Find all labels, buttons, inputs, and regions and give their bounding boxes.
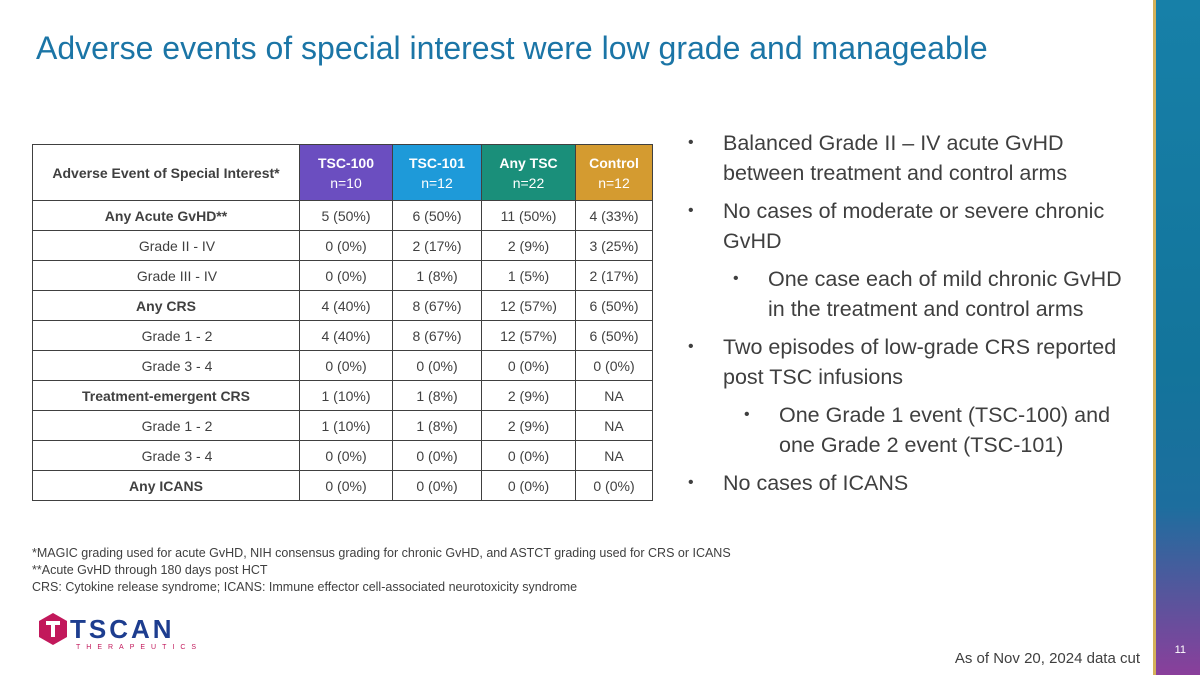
footnotes: *MAGIC grading used for acute GvHD, NIH … (32, 545, 731, 596)
cell-tsc100: 0 (0%) (299, 260, 393, 291)
cell-any-tsc: 12 (57%) (481, 290, 576, 321)
bullet-item: • Balanced Grade II – IV acute GvHD betwe… (688, 128, 1128, 188)
cell-tsc100: 0 (0%) (299, 470, 393, 501)
cell-tsc101: 8 (67%) (392, 320, 482, 351)
cell-tsc101: 0 (0%) (392, 440, 482, 471)
cell-tsc100: 0 (0%) (299, 350, 393, 381)
cell-tsc100: 5 (50%) (299, 200, 393, 231)
cell-control: 0 (0%) (575, 350, 653, 381)
cell-control: 2 (17%) (575, 260, 653, 291)
logo-wordmark: TSCAN (70, 614, 175, 644)
bullet-item: • No cases of ICANS (688, 468, 1128, 498)
cell-tsc100: 4 (40%) (299, 320, 393, 351)
row-label: Grade III - IV (32, 260, 300, 291)
cell-tsc100: 0 (0%) (299, 440, 393, 471)
cell-tsc101: 1 (8%) (392, 380, 482, 411)
cell-control: 3 (25%) (575, 230, 653, 261)
cell-any-tsc: 2 (9%) (481, 410, 576, 441)
cell-tsc101: 0 (0%) (392, 350, 482, 381)
cell-control: NA (575, 440, 653, 471)
table-row: Any Acute GvHD** 5 (50%) 6 (50%) 11 (50%… (32, 200, 653, 231)
cell-tsc101: 1 (8%) (392, 410, 482, 441)
cell-tsc100: 1 (10%) (299, 410, 393, 441)
row-label: Grade 1 - 2 (32, 410, 300, 441)
cell-any-tsc: 12 (57%) (481, 320, 576, 351)
cell-any-tsc: 0 (0%) (481, 440, 576, 471)
table-row: Grade 3 - 4 0 (0%) 0 (0%) 0 (0%) 0 (0%) (32, 350, 653, 381)
accent-stripe (1153, 0, 1156, 675)
footnote: **Acute GvHD through 180 days post HCT (32, 563, 268, 577)
footnote: CRS: Cytokine release syndrome; ICANS: I… (32, 580, 578, 594)
table-row: Grade 3 - 4 0 (0%) 0 (0%) 0 (0%) NA (32, 440, 653, 471)
cell-any-tsc: 0 (0%) (481, 470, 576, 501)
cell-any-tsc: 11 (50%) (481, 200, 576, 231)
table-row: Treatment-emergent CRS 1 (10%) 1 (8%) 2 … (32, 380, 653, 411)
logo-tagline: THERAPEUTICS (76, 644, 203, 651)
cell-tsc101: 1 (8%) (392, 260, 482, 291)
tscan-logo: TSCAN THERAPEUTICS (36, 612, 196, 656)
header-control: Control n=12 (575, 144, 653, 201)
row-label: Grade 3 - 4 (32, 350, 300, 381)
adverse-events-table: Adverse Event of Special Interest* TSC-1… (32, 144, 653, 501)
row-label: Grade 1 - 2 (32, 320, 300, 351)
bullet-dot-icon: • (688, 202, 694, 219)
cell-tsc101: 2 (17%) (392, 230, 482, 261)
hexagon-logo-icon (39, 613, 67, 645)
cell-tsc100: 1 (10%) (299, 380, 393, 411)
row-label: Any ICANS (32, 470, 300, 501)
bullet-dot-icon: • (744, 406, 750, 423)
cell-tsc101: 0 (0%) (392, 470, 482, 501)
side-accent-bar (1156, 0, 1200, 675)
row-label: Treatment-emergent CRS (32, 380, 300, 411)
bullet-item: • Two episodes of low-grade CRS reported … (688, 332, 1128, 392)
table-row: Grade III - IV 0 (0%) 1 (8%) 1 (5%) 2 (1… (32, 260, 653, 291)
cell-any-tsc: 1 (5%) (481, 260, 576, 291)
sub-bullet-item: • One Grade 1 event (TSC-100) and one Gra… (744, 400, 1128, 460)
slide-title: Adverse events of special interest were … (36, 30, 988, 66)
table-row: Grade 1 - 2 1 (10%) 1 (8%) 2 (9%) NA (32, 410, 653, 441)
header-event: Adverse Event of Special Interest* (32, 144, 300, 201)
header-tsc101: TSC-101 n=12 (392, 144, 482, 201)
cell-control: NA (575, 410, 653, 441)
bullet-dot-icon: • (688, 338, 694, 355)
cell-tsc100: 4 (40%) (299, 290, 393, 321)
cell-tsc101: 8 (67%) (392, 290, 482, 321)
footnote: *MAGIC grading used for acute GvHD, NIH … (32, 546, 731, 560)
key-points-list: • Balanced Grade II – IV acute GvHD betwe… (688, 128, 1128, 506)
cell-control: 0 (0%) (575, 470, 653, 501)
cell-control: 6 (50%) (575, 320, 653, 351)
row-label: Grade II - IV (32, 230, 300, 261)
cell-control: 4 (33%) (575, 200, 653, 231)
table-header-row: Adverse Event of Special Interest* TSC-1… (32, 144, 653, 201)
table-row: Any CRS 4 (40%) 8 (67%) 12 (57%) 6 (50%) (32, 290, 653, 321)
cell-any-tsc: 2 (9%) (481, 380, 576, 411)
cell-tsc100: 0 (0%) (299, 230, 393, 261)
table-row: Grade II - IV 0 (0%) 2 (17%) 2 (9%) 3 (2… (32, 230, 653, 261)
header-any-tsc: Any TSC n=22 (481, 144, 576, 201)
bullet-dot-icon: • (688, 134, 694, 151)
data-cut-note: As of Nov 20, 2024 data cut (954, 650, 1140, 667)
bullet-dot-icon: • (733, 270, 739, 287)
table-row: Grade 1 - 2 4 (40%) 8 (67%) 12 (57%) 6 (… (32, 320, 653, 351)
bullet-item: • No cases of moderate or severe chronic … (688, 196, 1128, 256)
table-row: Any ICANS 0 (0%) 0 (0%) 0 (0%) 0 (0%) (32, 470, 653, 501)
sub-bullet-item: • One case each of mild chronic GvHD in t… (733, 264, 1128, 324)
row-label: Any CRS (32, 290, 300, 321)
header-tsc100: TSC-100 n=10 (299, 144, 393, 201)
page-number: 11 (1174, 644, 1186, 656)
cell-control: NA (575, 380, 653, 411)
cell-any-tsc: 0 (0%) (481, 350, 576, 381)
cell-control: 6 (50%) (575, 290, 653, 321)
bullet-dot-icon: • (688, 474, 694, 491)
cell-any-tsc: 2 (9%) (481, 230, 576, 261)
cell-tsc101: 6 (50%) (392, 200, 482, 231)
row-label: Grade 3 - 4 (32, 440, 300, 471)
row-label: Any Acute GvHD** (32, 200, 300, 231)
